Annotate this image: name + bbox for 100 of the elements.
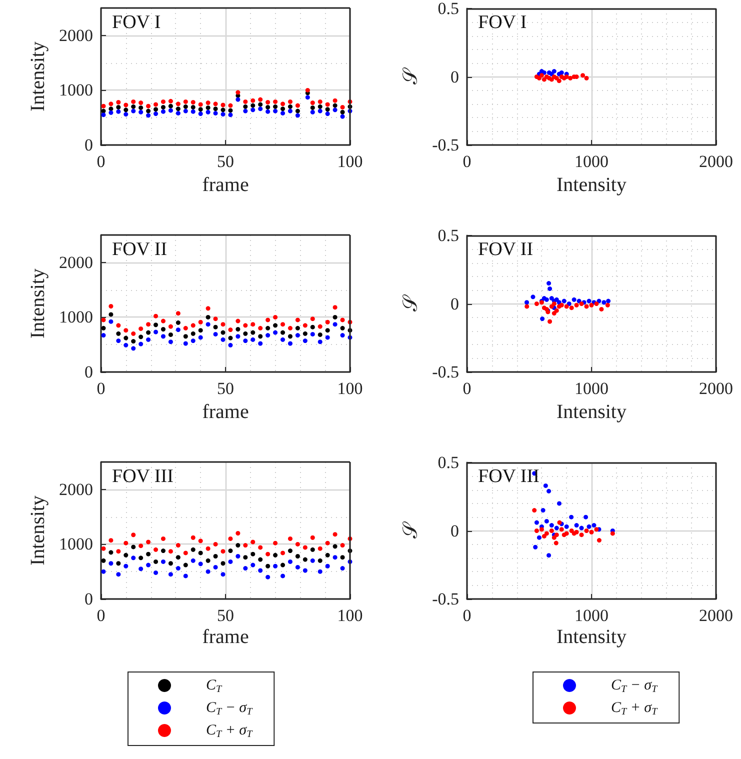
point <box>318 569 322 574</box>
point <box>161 327 166 332</box>
point <box>228 559 233 564</box>
x-tick-label: 2000 <box>699 606 733 625</box>
point <box>295 542 300 546</box>
point <box>146 108 151 114</box>
point <box>318 324 322 329</box>
x-tick-label: 0 <box>462 152 472 171</box>
point <box>116 331 121 336</box>
point <box>559 70 564 75</box>
point <box>220 572 226 577</box>
y-tick-label: 0 <box>84 136 93 154</box>
point <box>280 102 286 106</box>
point <box>243 323 248 328</box>
point <box>543 483 548 488</box>
point <box>258 326 263 330</box>
point <box>332 305 338 310</box>
point <box>138 105 144 110</box>
point <box>544 297 549 302</box>
point <box>138 100 144 106</box>
chart-title: FOV II <box>478 239 534 260</box>
point <box>534 520 539 525</box>
point <box>318 104 322 109</box>
point <box>168 549 173 554</box>
point <box>554 540 558 546</box>
y-tick-label: -0.5 <box>432 362 459 382</box>
point <box>572 297 576 302</box>
point <box>602 300 606 305</box>
point <box>318 546 322 551</box>
x-tick-label: 100 <box>337 152 363 171</box>
y-tick-label: 0 <box>450 521 459 540</box>
point <box>325 540 330 546</box>
point <box>302 338 308 344</box>
point <box>273 323 278 328</box>
point <box>566 302 572 306</box>
point <box>250 108 256 112</box>
point <box>325 564 330 568</box>
point <box>161 559 166 564</box>
point <box>146 330 151 335</box>
point <box>310 332 315 336</box>
point <box>530 294 536 300</box>
point <box>288 536 292 541</box>
point <box>594 302 599 306</box>
point <box>198 335 203 340</box>
point <box>138 326 144 331</box>
point <box>243 331 248 336</box>
point <box>183 108 188 114</box>
chart-title: FOV III <box>478 466 540 487</box>
point <box>579 302 584 306</box>
point <box>183 341 188 346</box>
point <box>536 535 542 540</box>
x-tick-label: 50 <box>217 152 234 171</box>
point <box>206 569 210 574</box>
point <box>228 548 233 554</box>
point <box>610 531 615 536</box>
point <box>108 110 114 115</box>
point <box>228 328 233 332</box>
point <box>250 98 256 103</box>
point <box>190 323 196 328</box>
point <box>206 546 210 551</box>
point <box>310 105 315 110</box>
point <box>198 328 203 333</box>
point <box>183 574 188 578</box>
point <box>288 108 292 114</box>
point <box>579 526 584 530</box>
x-tick-label: 50 <box>217 379 234 398</box>
y-tick-label: 2000 <box>59 252 93 272</box>
point <box>250 562 256 568</box>
x-tick-label: 0 <box>96 606 106 625</box>
chart-title: FOV I <box>478 12 527 33</box>
point <box>116 104 121 110</box>
point <box>236 530 240 536</box>
point <box>154 314 158 318</box>
x-tick-label: 1000 <box>574 606 608 625</box>
point <box>258 334 263 339</box>
point <box>266 318 270 322</box>
y-tick-label: 1000 <box>59 534 93 554</box>
point <box>552 311 556 316</box>
point <box>332 314 338 320</box>
point <box>589 302 594 308</box>
point <box>559 527 564 532</box>
point <box>176 106 180 112</box>
point <box>243 543 248 548</box>
point <box>548 286 552 291</box>
point <box>190 547 196 552</box>
point <box>266 552 270 556</box>
point <box>236 90 240 95</box>
point <box>605 302 610 308</box>
y-tick-label: 0 <box>450 294 459 314</box>
point <box>534 528 539 533</box>
point <box>273 540 278 546</box>
point <box>549 528 554 533</box>
point <box>524 304 530 309</box>
point <box>198 102 203 107</box>
point <box>288 99 292 104</box>
point <box>325 107 330 112</box>
point <box>198 562 203 566</box>
point <box>131 104 136 109</box>
y-tick-label: 2000 <box>59 480 93 499</box>
point <box>258 102 263 107</box>
